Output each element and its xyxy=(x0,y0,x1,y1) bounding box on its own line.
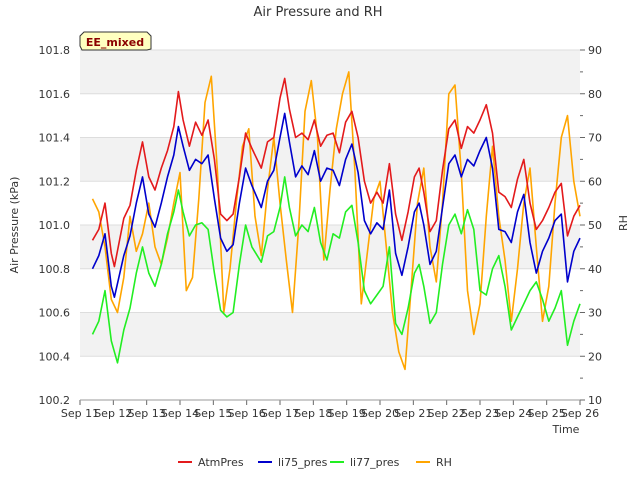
background-band xyxy=(80,356,580,400)
x-tick-label: Sep 25 xyxy=(528,407,566,420)
y-tick-label: 101.8 xyxy=(39,44,71,57)
y-tick-label: 100.8 xyxy=(39,263,71,276)
y-axis-label: Air Pressure (kPa) xyxy=(8,177,21,274)
x-tick-label: Sep 22 xyxy=(428,407,466,420)
x-tick-label: Sep 17 xyxy=(261,407,299,420)
y2-tick-label: 30 xyxy=(588,307,602,320)
y2-axis-label: RH xyxy=(617,215,630,231)
y2-tick-label: 50 xyxy=(588,219,602,232)
x-tick-label: Sep 24 xyxy=(494,407,532,420)
x-tick-label: Sep 19 xyxy=(328,407,366,420)
background-band xyxy=(80,93,580,138)
x-tick-label: Sep 18 xyxy=(294,407,332,420)
y2-axis-ticks: 10 20 30 40 50 60 70 80 90 xyxy=(580,44,602,407)
x-tick-label: Sep 15 xyxy=(194,407,232,420)
badge: EE_mixed xyxy=(79,31,152,51)
x-tick-label: Sep 16 xyxy=(228,407,266,420)
legend-label: li77_pres xyxy=(350,456,400,469)
x-tick-label: Sep 12 xyxy=(94,407,132,420)
background-bands xyxy=(80,50,580,400)
y2-tick-label: 70 xyxy=(588,132,602,145)
background-band xyxy=(80,137,580,182)
legend-label: AtmPres xyxy=(198,456,244,469)
y2-tick-label: 90 xyxy=(588,44,602,57)
x-tick-label: Sep 26 xyxy=(561,407,599,420)
y2-tick-label: 20 xyxy=(588,350,602,363)
y-tick-label: 101.0 xyxy=(39,219,71,232)
series-line-atmpres xyxy=(91,77,581,268)
x-tick-label: Sep 14 xyxy=(161,407,199,420)
y-tick-label: 101.2 xyxy=(39,175,71,188)
series-line-li77-pres xyxy=(91,176,581,364)
y-tick-label: 100.2 xyxy=(39,394,71,407)
background-band xyxy=(80,50,580,94)
x-tick-label: Sep 21 xyxy=(394,407,432,420)
y-tick-label: 100.4 xyxy=(39,350,71,363)
background-band xyxy=(80,312,580,357)
y-tick-label: 100.6 xyxy=(39,307,71,320)
badge-label: EE_mixed xyxy=(86,36,144,49)
series-line-li75-pres xyxy=(91,112,581,298)
x-tick-label: Sep 20 xyxy=(361,407,399,420)
x-axis-label: Time xyxy=(552,423,580,436)
y-tick-label: 101.6 xyxy=(39,88,71,101)
plot-series xyxy=(91,71,581,371)
legend-label: li75_pres xyxy=(278,456,328,469)
y2-tick-label: 60 xyxy=(588,175,602,188)
x-tick-label: Sep 23 xyxy=(461,407,499,420)
x-tick-label: Sep 13 xyxy=(128,407,166,420)
legend-label: RH xyxy=(436,456,452,469)
y2-tick-label: 80 xyxy=(588,88,602,101)
background-band xyxy=(80,268,580,313)
y2-tick-label: 40 xyxy=(588,263,602,276)
series-line-rh xyxy=(91,71,581,371)
y-tick-label: 101.4 xyxy=(39,132,71,145)
y-axis-ticks: 100.2 100.4 100.6 100.8 101.0 101.2 101.4 101.6… xyxy=(39,44,71,407)
y2-tick-label: 10 xyxy=(588,394,602,407)
x-tick-label: Sep 11 xyxy=(61,407,99,420)
legend: AtmPres li75_pres li77_pres RH xyxy=(178,456,452,469)
chart-title: Air Pressure and RH xyxy=(253,5,382,20)
badge-box xyxy=(79,31,152,51)
